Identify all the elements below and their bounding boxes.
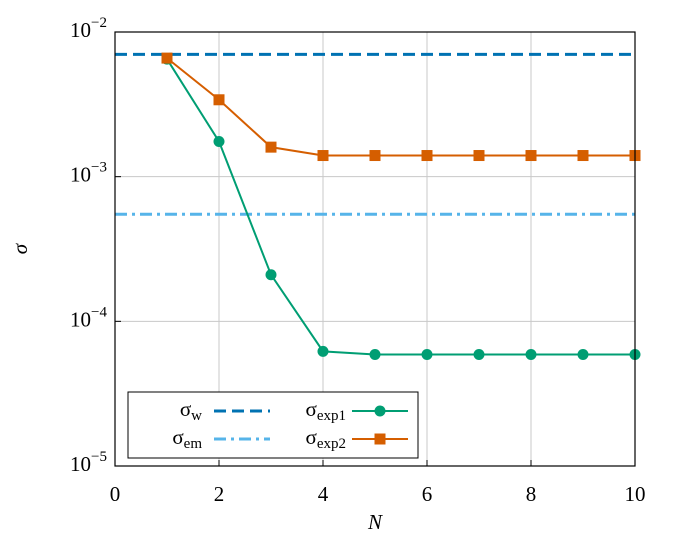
- plot-frame: [114, 31, 636, 467]
- marker: [473, 150, 485, 162]
- series-line: [166, 58, 635, 356]
- x-tick-label: 6: [422, 482, 433, 506]
- legend-label: σw: [180, 397, 202, 425]
- marker: [525, 150, 537, 162]
- x-tick-label: 0: [110, 482, 121, 506]
- marker: [577, 150, 589, 162]
- marker: [265, 141, 277, 153]
- y-axis-label: σ: [8, 242, 32, 254]
- legend-label: σem: [172, 425, 202, 453]
- legend-marker: [374, 433, 386, 445]
- marker: [473, 348, 485, 360]
- legend-marker: [374, 405, 386, 417]
- marker: [577, 348, 589, 360]
- legend-label: σexp1: [306, 397, 347, 425]
- x-tick-label: 8: [526, 482, 537, 506]
- y-tick-label: 10−5: [70, 449, 107, 475]
- y-tick-label: 10−3: [70, 160, 107, 186]
- marker: [369, 150, 381, 162]
- legend-box: [127, 391, 419, 459]
- marker: [525, 348, 537, 360]
- marker: [265, 269, 277, 281]
- x-tick-label: 4: [318, 482, 329, 506]
- series-line: [166, 57, 635, 157]
- legend-label: σexp2: [306, 425, 347, 453]
- y-tick-label: 10−2: [70, 15, 107, 41]
- marker: [213, 136, 225, 148]
- x-tick-label: 10: [625, 482, 646, 506]
- marker: [317, 150, 329, 162]
- marker: [213, 94, 225, 106]
- marker: [317, 345, 329, 357]
- x-axis-label: N: [367, 510, 383, 534]
- marker: [421, 348, 433, 360]
- x-tick-label: 2: [214, 482, 225, 506]
- y-tick-label: 10−4: [70, 305, 107, 331]
- marker: [421, 150, 433, 162]
- marker: [161, 52, 173, 64]
- marker: [369, 348, 381, 360]
